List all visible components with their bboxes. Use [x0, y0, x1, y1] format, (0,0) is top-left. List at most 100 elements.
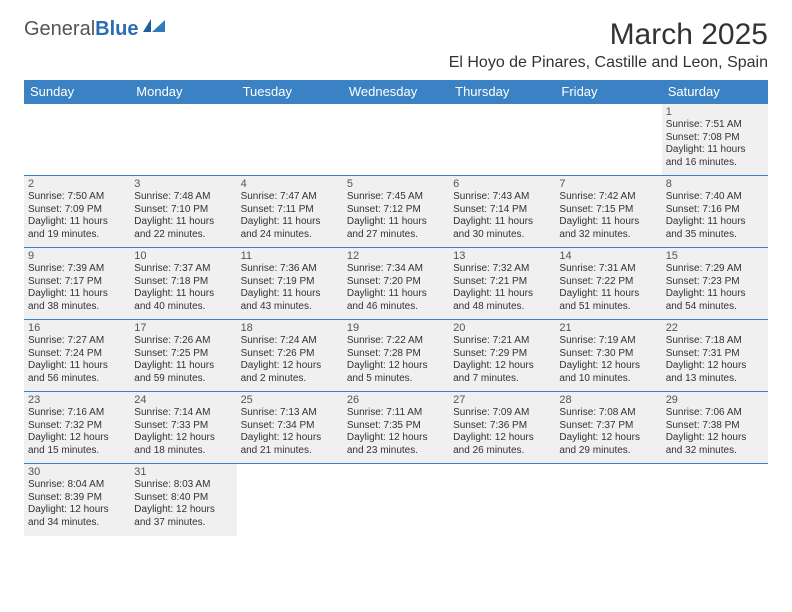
day-number: 8	[666, 178, 764, 190]
calendar-empty-cell	[449, 464, 555, 536]
calendar-empty-cell	[237, 464, 343, 536]
daylight-text: Daylight: 11 hours	[28, 216, 126, 229]
daylight-text: Daylight: 12 hours	[559, 360, 657, 373]
daylight-text: and 10 minutes.	[559, 373, 657, 386]
daylight-text: and 16 minutes.	[666, 157, 764, 170]
calendar-day-cell: 28Sunrise: 7:08 AMSunset: 7:37 PMDayligh…	[555, 392, 661, 464]
daylight-text: and 35 minutes.	[666, 229, 764, 242]
daylight-text: and 51 minutes.	[559, 301, 657, 314]
calendar-empty-cell	[24, 104, 130, 176]
calendar-page: GeneralBlue March 2025 El Hoyo de Pinare…	[0, 0, 792, 554]
calendar-day-cell: 16Sunrise: 7:27 AMSunset: 7:24 PMDayligh…	[24, 320, 130, 392]
calendar-week-row: 16Sunrise: 7:27 AMSunset: 7:24 PM Dayligh…	[24, 320, 768, 392]
calendar-day-cell: 31Sunrise: 8:03 AMSunset: 8:40 PMDayligh…	[130, 464, 236, 536]
day-number: 10	[134, 250, 232, 262]
day-header: Tuesday	[237, 80, 343, 104]
day-number: 30	[28, 466, 126, 478]
calendar-day-cell: 23Sunrise: 7:16 AMSunset: 7:32 PMDayligh…	[24, 392, 130, 464]
sunset-text: Sunset: 8:40 PM	[134, 492, 232, 505]
sunrise-text: Sunrise: 7:24 AM	[241, 335, 339, 348]
daylight-text: Daylight: 11 hours	[241, 216, 339, 229]
calendar-week-row: 2Sunrise: 7:50 AMSunset: 7:09 PMDaylight…	[24, 176, 768, 248]
calendar-day-cell: 2Sunrise: 7:50 AMSunset: 7:09 PMDaylight…	[24, 176, 130, 248]
calendar-day-cell: 15Sunrise: 7:29 AMSunset: 7:23 PMDayligh…	[662, 248, 768, 320]
sunrise-text: Sunrise: 7:11 AM	[347, 407, 445, 420]
calendar-week-row: 23Sunrise: 7:16 AMSunset: 7:32 PMDayligh…	[24, 392, 768, 464]
sunrise-text: Sunrise: 7:22 AM	[347, 335, 445, 348]
sunrise-text: Sunrise: 7:40 AM	[666, 191, 764, 204]
calendar-table: SundayMondayTuesdayWednesdayThursdayFrid…	[24, 80, 768, 536]
daylight-text: and 13 minutes.	[666, 373, 764, 386]
day-number: 9	[28, 250, 126, 262]
calendar-empty-cell	[662, 464, 768, 536]
flag-icon	[143, 18, 169, 41]
calendar-day-cell: 25Sunrise: 7:13 AMSunset: 7:34 PMDayligh…	[237, 392, 343, 464]
daylight-text: and 24 minutes.	[241, 229, 339, 242]
daylight-text: and 59 minutes.	[134, 373, 232, 386]
calendar-empty-cell	[343, 464, 449, 536]
day-number: 5	[347, 178, 445, 190]
calendar-empty-cell	[449, 104, 555, 176]
daylight-text: Daylight: 12 hours	[666, 432, 764, 445]
sunrise-text: Sunrise: 7:34 AM	[347, 263, 445, 276]
sunset-text: Sunset: 7:37 PM	[559, 420, 657, 433]
sunset-text: Sunset: 7:24 PM	[28, 348, 126, 361]
daylight-text: and 32 minutes.	[666, 445, 764, 458]
day-number: 13	[453, 250, 551, 262]
calendar-day-cell: 3Sunrise: 7:48 AMSunset: 7:10 PMDaylight…	[130, 176, 236, 248]
daylight-text: and 54 minutes.	[666, 301, 764, 314]
location-text: El Hoyo de Pinares, Castille and Leon, S…	[449, 54, 768, 72]
sunset-text: Sunset: 7:26 PM	[241, 348, 339, 361]
daylight-text: and 7 minutes.	[453, 373, 551, 386]
calendar-day-cell: 21Sunrise: 7:19 AMSunset: 7:30 PMDayligh…	[555, 320, 661, 392]
calendar-day-cell: 4Sunrise: 7:47 AMSunset: 7:11 PMDaylight…	[237, 176, 343, 248]
sunset-text: Sunset: 7:23 PM	[666, 276, 764, 289]
sunset-text: Sunset: 7:19 PM	[241, 276, 339, 289]
daylight-text: and 40 minutes.	[134, 301, 232, 314]
calendar-day-cell: 30Sunrise: 8:04 AMSunset: 8:39 PMDayligh…	[24, 464, 130, 536]
daylight-text: and 38 minutes.	[28, 301, 126, 314]
sunset-text: Sunset: 7:16 PM	[666, 204, 764, 217]
calendar-empty-cell	[343, 104, 449, 176]
sunset-text: Sunset: 7:28 PM	[347, 348, 445, 361]
daylight-text: and 34 minutes.	[28, 517, 126, 530]
day-number: 15	[666, 250, 764, 262]
day-number: 28	[559, 394, 657, 406]
sunrise-text: Sunrise: 7:18 AM	[666, 335, 764, 348]
calendar-day-cell: 5Sunrise: 7:45 AMSunset: 7:12 PMDaylight…	[343, 176, 449, 248]
sunrise-text: Sunrise: 7:32 AM	[453, 263, 551, 276]
calendar-day-cell: 7Sunrise: 7:42 AMSunset: 7:15 PMDaylight…	[555, 176, 661, 248]
day-header: Friday	[555, 80, 661, 104]
calendar-day-cell: 9Sunrise: 7:39 AMSunset: 7:17 PMDaylight…	[24, 248, 130, 320]
calendar-day-cell: 24Sunrise: 7:14 AMSunset: 7:33 PMDayligh…	[130, 392, 236, 464]
calendar-day-cell: 12Sunrise: 7:34 AMSunset: 7:20 PMDayligh…	[343, 248, 449, 320]
daylight-text: Daylight: 11 hours	[559, 288, 657, 301]
sunrise-text: Sunrise: 7:27 AM	[28, 335, 126, 348]
calendar-empty-cell	[130, 104, 236, 176]
calendar-day-cell: 1Sunrise: 7:51 AMSunset: 7:08 PMDaylight…	[662, 104, 768, 176]
day-number: 7	[559, 178, 657, 190]
daylight-text: Daylight: 12 hours	[559, 432, 657, 445]
daylight-text: and 23 minutes.	[347, 445, 445, 458]
daylight-text: Daylight: 11 hours	[666, 216, 764, 229]
calendar-day-cell: 8Sunrise: 7:40 AMSunset: 7:16 PMDaylight…	[662, 176, 768, 248]
daylight-text: and 15 minutes.	[28, 445, 126, 458]
daylight-text: and 46 minutes.	[347, 301, 445, 314]
calendar-empty-cell	[237, 104, 343, 176]
day-number: 22	[666, 322, 764, 334]
sunrise-text: Sunrise: 7:09 AM	[453, 407, 551, 420]
daylight-text: and 18 minutes.	[134, 445, 232, 458]
daylight-text: and 29 minutes.	[559, 445, 657, 458]
sunset-text: Sunset: 7:10 PM	[134, 204, 232, 217]
calendar-day-cell: 13Sunrise: 7:32 AMSunset: 7:21 PMDayligh…	[449, 248, 555, 320]
sunrise-text: Sunrise: 7:29 AM	[666, 263, 764, 276]
day-number: 24	[134, 394, 232, 406]
day-number: 11	[241, 250, 339, 262]
daylight-text: and 43 minutes.	[241, 301, 339, 314]
sunset-text: Sunset: 7:12 PM	[347, 204, 445, 217]
daylight-text: and 56 minutes.	[28, 373, 126, 386]
sunrise-text: Sunrise: 7:16 AM	[28, 407, 126, 420]
sunrise-text: Sunrise: 7:45 AM	[347, 191, 445, 204]
daylight-text: and 2 minutes.	[241, 373, 339, 386]
day-number: 16	[28, 322, 126, 334]
